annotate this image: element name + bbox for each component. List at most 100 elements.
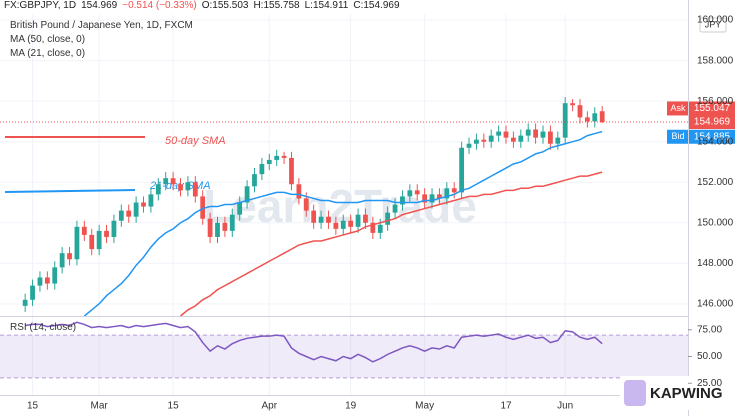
candle-body xyxy=(266,159,272,164)
candle-body xyxy=(503,131,509,138)
y-tick-label: 154.000 xyxy=(697,136,734,147)
candle-body xyxy=(252,174,257,187)
x-tick-label: 15 xyxy=(27,401,39,412)
candle-body xyxy=(555,137,561,144)
candle-body xyxy=(540,131,546,138)
candle-body xyxy=(311,210,317,223)
candle-body xyxy=(207,218,213,237)
open: O:155.503 xyxy=(201,0,249,11)
x-tick-label: 17 xyxy=(500,401,512,412)
candle-body xyxy=(163,178,169,185)
candle-body xyxy=(577,105,583,118)
legend-entry: RSI (14, close) xyxy=(10,322,77,333)
candle-body xyxy=(215,222,220,237)
y-tick-label: 158.000 xyxy=(697,55,734,66)
candle-body xyxy=(414,190,420,195)
y-tick-label: 25.00 xyxy=(697,378,722,389)
grid xyxy=(0,14,688,395)
price-tag-label: 154.969 xyxy=(694,117,731,128)
x-tick-label: 19 xyxy=(345,401,357,412)
marks: Ask 155.047 154.969 Bid 154.885 xyxy=(0,97,735,363)
y-tick-label: 150.000 xyxy=(697,217,734,228)
candle-body xyxy=(81,226,87,235)
candle-body xyxy=(392,204,398,213)
candle-body xyxy=(133,202,139,217)
candle-body xyxy=(518,135,524,142)
candle-body xyxy=(429,194,435,203)
badge-icon xyxy=(624,380,646,406)
candle-body xyxy=(377,224,383,233)
candle-body xyxy=(52,267,58,284)
candle-body xyxy=(37,277,43,286)
candle-body xyxy=(333,222,339,229)
candle-body xyxy=(155,184,161,195)
price-tag xyxy=(689,101,735,116)
candle-body xyxy=(259,163,265,175)
candle-body xyxy=(96,230,102,250)
candle-body xyxy=(584,117,590,122)
annotation: 50-day SMA xyxy=(165,135,226,147)
y-tick-label: 146.000 xyxy=(697,298,734,309)
candle-body xyxy=(326,216,331,223)
legend-entry: MA (21, close, 0) xyxy=(10,48,86,59)
legend-title: British Pound / Japanese Yen, 1D, FXCM xyxy=(10,20,193,31)
tag-name-box xyxy=(667,129,689,144)
candle-body xyxy=(422,194,428,203)
x-tick-label: 15 xyxy=(168,401,180,412)
candle-body xyxy=(303,198,309,211)
price: 154.969 xyxy=(81,0,118,11)
y-tick-label: 50.00 xyxy=(697,351,722,362)
candle-body xyxy=(59,253,65,268)
candle-body xyxy=(67,253,72,260)
candle-body xyxy=(274,155,280,160)
header: FX:GBPJPY, 1D 154.969 −0.514 (−0.33%) O:… xyxy=(4,0,400,11)
x-tick-label: Mar xyxy=(91,401,109,412)
candle-body xyxy=(570,103,575,106)
tag-name: Bid xyxy=(671,131,684,141)
candle-body xyxy=(118,210,124,221)
candle-body xyxy=(318,216,324,223)
y-tick-label: 148.000 xyxy=(697,258,734,269)
candle-body xyxy=(370,222,376,233)
y-tick-label: 156.000 xyxy=(697,96,734,107)
x-tick-label: Apr xyxy=(262,401,278,412)
candle-body xyxy=(296,184,302,199)
legend-entry: MA (50, close, 0) xyxy=(10,34,86,45)
x-tick-label: May xyxy=(415,401,434,412)
candle-body xyxy=(74,226,80,260)
candle-body xyxy=(141,202,146,207)
candle-body xyxy=(237,202,243,215)
candle-body xyxy=(340,220,346,229)
price-tag xyxy=(689,129,735,144)
candle-body xyxy=(496,131,502,136)
line xyxy=(83,130,603,317)
candle-body xyxy=(562,103,568,138)
candle-body xyxy=(244,186,250,203)
low: L:154.911 xyxy=(304,0,349,11)
candle-body xyxy=(30,285,35,300)
line xyxy=(180,171,603,317)
candle-body xyxy=(459,147,465,193)
tag-name: Ask xyxy=(670,103,686,113)
annotation-line xyxy=(4,189,136,193)
candle-body xyxy=(104,230,109,237)
candle-body xyxy=(444,188,450,199)
y-tick-label: 75.00 xyxy=(697,324,722,335)
candle-body xyxy=(355,214,361,227)
close: C:154.969 xyxy=(353,0,400,11)
price-tag-label: 155.047 xyxy=(694,103,731,114)
candle-body xyxy=(548,131,553,144)
candle-body xyxy=(126,210,132,217)
price-tag-label: 154.885 xyxy=(694,131,731,142)
candle-body xyxy=(148,194,154,207)
candle-body xyxy=(400,196,405,205)
high: H:155.758 xyxy=(253,0,300,11)
candle-body xyxy=(170,178,176,185)
candle-body xyxy=(511,137,516,142)
candle-body xyxy=(599,111,605,123)
candle-body xyxy=(592,113,598,122)
candle-body xyxy=(525,129,531,136)
candle-body xyxy=(192,182,198,197)
price-tag xyxy=(689,115,735,130)
